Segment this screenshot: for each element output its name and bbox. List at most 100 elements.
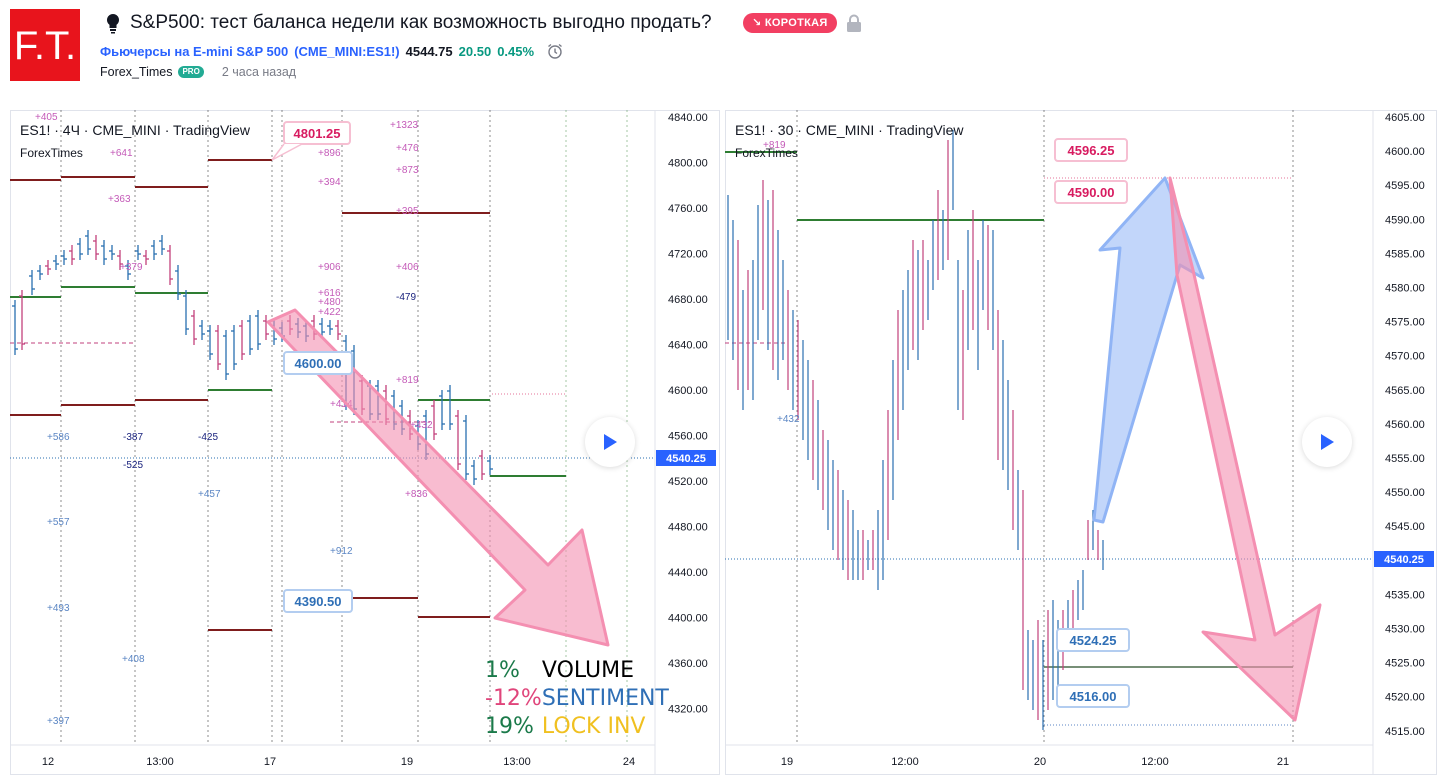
stat-lock-label: LOCK INV bbox=[541, 714, 646, 739]
right-play-button[interactable] bbox=[1302, 417, 1352, 467]
right-y-tick-label: 4585.00 bbox=[1385, 248, 1425, 260]
left-y-tick-label: 4360.00 bbox=[668, 658, 708, 670]
lock-icon bbox=[847, 14, 861, 32]
volume-annotation: +1323 bbox=[390, 120, 419, 131]
right-x-tick-label: 21 bbox=[1277, 756, 1289, 768]
stat-sentiment-label: SENTIMENT bbox=[541, 686, 669, 711]
volume-annotation: +457 bbox=[198, 489, 221, 500]
left-y-tick-label: 4840.00 bbox=[668, 112, 708, 124]
symbol-code-link[interactable]: (CME_MINI:ES1!) bbox=[294, 43, 400, 59]
callout-price-b: 4590.00 bbox=[1068, 185, 1115, 200]
stat-volume-label: VOLUME bbox=[541, 658, 635, 683]
volume-annotation: +422 bbox=[318, 307, 341, 318]
right-y-tick-label: 4570.00 bbox=[1385, 351, 1425, 363]
volume-annotation: +395 bbox=[396, 206, 419, 217]
volume-annotation: +432 bbox=[777, 414, 800, 425]
left-last-price: 4540.25 bbox=[666, 453, 706, 465]
symbol-change-pct: 0.45% bbox=[497, 43, 535, 59]
volume-annotation: +873 bbox=[396, 165, 419, 176]
symbol-name-link[interactable]: Фьючерсы на E-mini S&P 500 bbox=[100, 43, 289, 59]
volume-annotation: -479 bbox=[396, 292, 416, 303]
left-y-tick-label: 4320.00 bbox=[668, 704, 708, 716]
right-y-tick-label: 4565.00 bbox=[1385, 385, 1425, 397]
volume-annotation: -425 bbox=[198, 432, 218, 443]
volume-annotation: -525 bbox=[123, 460, 143, 471]
callout-price-a: 4596.25 bbox=[1068, 143, 1115, 158]
callout-price-a-box bbox=[1054, 138, 1128, 162]
volume-annotation: +557 bbox=[47, 517, 70, 528]
right-chart[interactable]: 4605.00 4600.00 4595.00 4590.00 4585.00 4580.… bbox=[725, 110, 1437, 775]
stat-lock-row: 19% LOCK INV bbox=[485, 713, 669, 741]
symbol-line: Фьючерсы на E-mini S&P 500 (CME_MINI:ES1… bbox=[100, 42, 564, 60]
callout-mid-price-box bbox=[283, 351, 353, 375]
pro-badge: PRO bbox=[178, 66, 204, 78]
right-x-tick-label: 12:00 bbox=[891, 756, 919, 768]
right-x-tick-label: 19 bbox=[781, 756, 793, 768]
right-chart-canvas[interactable]: 4605.00 4600.00 4595.00 4590.00 4585.00 4580.… bbox=[725, 110, 1437, 775]
callout-price-b-box bbox=[1054, 180, 1128, 204]
symbol-price: 4544.75 bbox=[405, 43, 453, 59]
left-chart[interactable]: 4840.00 4800.00 4760.00 4720.00 4680.00 4640.… bbox=[10, 110, 720, 775]
stat-volume-pct: 1% bbox=[485, 658, 520, 683]
callout-price-d-box bbox=[1056, 684, 1130, 708]
callout-top-price-box bbox=[283, 121, 351, 145]
volume-annotation: +912 bbox=[330, 546, 353, 557]
right-y-tick-label: 4605.00 bbox=[1385, 112, 1425, 124]
stat-sentiment-pct: -12% bbox=[485, 686, 542, 711]
left-x-tick-label: 12 bbox=[42, 756, 54, 768]
bearish-arrow bbox=[1168, 176, 1322, 722]
play-icon bbox=[1321, 434, 1334, 450]
left-chart-border bbox=[10, 110, 720, 775]
right-y-tick-label: 4545.00 bbox=[1385, 521, 1425, 533]
right-y-tick-label: 4520.00 bbox=[1385, 692, 1425, 704]
left-chart-author-label: ForexTimes bbox=[20, 146, 83, 160]
right-last-price: 4540.25 bbox=[1384, 554, 1424, 566]
left-x-tick-label: 13:00 bbox=[146, 756, 174, 768]
idea-title: S&P500: тест баланса недели как возможно… bbox=[104, 12, 712, 34]
callout-mid-price: 4600.00 bbox=[295, 356, 342, 371]
volume-annotation: -387 bbox=[123, 432, 143, 443]
right-y-tick-label: 4535.00 bbox=[1385, 589, 1425, 601]
left-x-tick-label: 13:00 bbox=[503, 756, 531, 768]
volume-annotation: +406 bbox=[396, 262, 419, 273]
left-y-tick-label: 4800.00 bbox=[668, 158, 708, 170]
left-y-tick-label: 4640.00 bbox=[668, 340, 708, 352]
right-y-tick-label: 4560.00 bbox=[1385, 419, 1425, 431]
right-chart-legend: ES1! · 30 · CME_MINI · TradingView bbox=[735, 122, 964, 138]
lightbulb-icon bbox=[106, 13, 120, 34]
stat-lock-pct: 19% bbox=[485, 714, 534, 739]
left-y-tick-label: 4720.00 bbox=[668, 249, 708, 261]
left-x-tick-label: 24 bbox=[623, 756, 635, 768]
author-line: Forex_Times PRO 2 часа назад bbox=[100, 65, 296, 79]
right-last-price-tag bbox=[1374, 551, 1434, 567]
right-y-tick-label: 4550.00 bbox=[1385, 487, 1425, 499]
left-y-tick-label: 4440.00 bbox=[668, 567, 708, 579]
right-y-tick-label: 4555.00 bbox=[1385, 453, 1425, 465]
volume-annotation: +432 bbox=[410, 420, 433, 431]
volume-annotation: +414 bbox=[330, 399, 353, 410]
right-y-tick-label: 4600.00 bbox=[1385, 146, 1425, 158]
callout-price-c-box bbox=[1056, 628, 1130, 652]
publish-time: 2 часа назад bbox=[221, 65, 297, 79]
volume-annotation: +408 bbox=[122, 654, 145, 665]
alarm-clock-icon[interactable] bbox=[546, 42, 564, 60]
left-chart-canvas[interactable]: 4840.00 4800.00 4760.00 4720.00 4680.00 4640.… bbox=[10, 110, 720, 775]
idea-header: F.T. S&P500: тест баланса недели как воз… bbox=[0, 0, 1442, 100]
volume-annotation: +394 bbox=[318, 177, 341, 188]
right-y-tick-label: 4515.00 bbox=[1385, 726, 1425, 738]
right-y-tick-label: 4590.00 bbox=[1385, 214, 1425, 226]
author-logo[interactable]: F.T. bbox=[10, 9, 80, 81]
right-x-tick-label: 12:00 bbox=[1141, 756, 1169, 768]
logo-text: F.T. bbox=[14, 24, 76, 68]
bullish-arrow bbox=[1092, 176, 1205, 524]
author-name[interactable]: Forex_Times bbox=[100, 65, 173, 79]
left-last-price-tag bbox=[656, 450, 716, 466]
left-y-tick-label: 4560.00 bbox=[668, 431, 708, 443]
left-x-tick-label: 17 bbox=[264, 756, 276, 768]
left-play-button[interactable] bbox=[585, 417, 635, 467]
right-y-tick-label: 4525.00 bbox=[1385, 658, 1425, 670]
callout-price-d: 4516.00 bbox=[1070, 689, 1117, 704]
short-badge: ↘ КОРОТКАЯ bbox=[743, 13, 837, 33]
volume-annotation: +906 bbox=[318, 262, 341, 273]
volume-annotation: +819 bbox=[763, 140, 786, 151]
